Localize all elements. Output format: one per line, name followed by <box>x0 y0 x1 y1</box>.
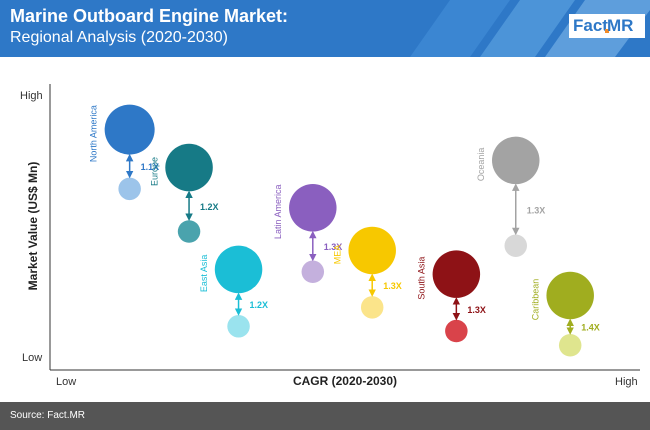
bubble-2030-east-asia <box>214 245 263 294</box>
x-tick-high: High <box>615 376 638 388</box>
bubble-mea: 1.3X MEA <box>332 226 402 319</box>
region-label-north-america: North America <box>89 105 99 162</box>
region-label-caribbean: Caribbean <box>530 279 540 321</box>
region-label-east-asia: East Asia <box>199 255 209 293</box>
bubble-group: 1.1X North America 1.2X Europe 1.2X East Asia… <box>89 104 600 357</box>
growth-label-south-asia: 1.3X <box>467 305 486 315</box>
bubble-2020-caribbean <box>558 334 582 357</box>
bubble-2020-mea <box>360 296 384 319</box>
x-axis-label: CAGR (2020-2030) <box>293 374 397 388</box>
bubble-2030-oceania <box>492 136 540 185</box>
y-tick-low: Low <box>22 352 42 364</box>
header-banner: Marine Outboard Engine Market: Regional … <box>0 0 650 57</box>
factmr-logo[interactable]: Fact MR <box>569 14 645 38</box>
footer-bar: Source: Fact.MR <box>0 402 650 430</box>
bubble-chart: High Low Low High CAGR (2020-2030) Marke… <box>20 84 640 388</box>
bubble-oceania: 1.3X Oceania <box>476 136 546 257</box>
growth-label-east-asia: 1.2X <box>250 300 269 310</box>
bubble-2030-north-america <box>104 104 155 155</box>
region-label-south-asia: South Asia <box>417 257 427 300</box>
logo-text-right: MR <box>607 16 634 35</box>
chart-title: Marine Outboard Engine Market: <box>10 6 289 26</box>
bubble-2030-europe <box>165 143 213 192</box>
logo-text-left: Fact <box>573 16 608 35</box>
growth-label-europe: 1.2X <box>200 202 219 212</box>
region-label-mea: MEA <box>332 245 342 265</box>
logo-dot <box>605 29 609 33</box>
growth-label-latin-america: 1.3X <box>324 242 343 252</box>
growth-label-mea: 1.3X <box>383 281 402 291</box>
bubble-latin-america: 1.3X Latin America <box>273 184 343 284</box>
growth-label-oceania: 1.3X <box>527 205 546 215</box>
bubble-europe: 1.2X Europe <box>149 143 219 243</box>
bubble-2020-east-asia <box>227 315 250 338</box>
bubble-2030-latin-america <box>289 184 337 232</box>
y-axis-label: Market Value (US$ Mn) <box>26 162 40 291</box>
x-tick-low: Low <box>56 376 76 388</box>
growth-label-caribbean: 1.4X <box>581 323 600 333</box>
bubble-2030-mea <box>348 226 396 275</box>
growth-label-north-america: 1.1X <box>141 162 160 172</box>
y-tick-high: High <box>20 90 43 102</box>
region-label-latin-america: Latin America <box>273 185 283 240</box>
chart-subtitle: Regional Analysis (2020-2030) <box>10 29 228 46</box>
region-label-oceania: Oceania <box>476 148 486 182</box>
bubble-south-asia: 1.3X South Asia <box>417 250 486 343</box>
bubble-2030-caribbean <box>546 271 594 320</box>
bubble-2020-europe <box>177 220 201 243</box>
bubble-2020-south-asia <box>445 319 468 343</box>
bubble-north-america: 1.1X North America <box>89 104 160 201</box>
bubble-2030-south-asia <box>432 250 481 298</box>
source-note: Source: Fact.MR <box>10 410 86 421</box>
bubble-caribbean: 1.4X Caribbean <box>530 271 600 357</box>
bubble-2020-latin-america <box>301 260 325 284</box>
bubble-2020-oceania <box>504 234 527 257</box>
bubble-east-asia: 1.2X East Asia <box>199 245 269 338</box>
region-label-europe: Europe <box>149 157 159 186</box>
bubble-2020-north-america <box>118 177 141 201</box>
